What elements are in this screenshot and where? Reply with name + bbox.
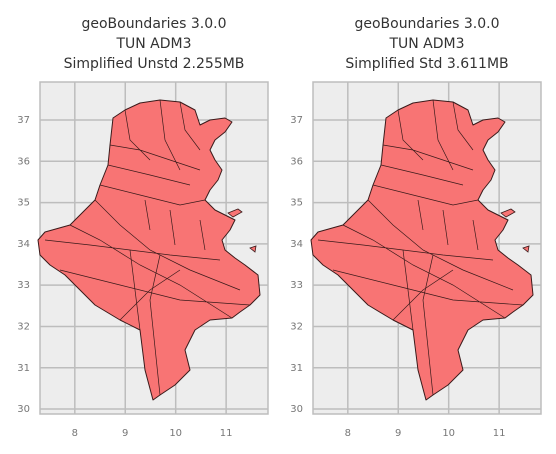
y-tick-label: 32: [290, 321, 303, 332]
x-tick-label: 8: [345, 428, 351, 439]
y-tick-label: 33: [17, 280, 30, 291]
x-tick-label: 10: [169, 428, 182, 439]
y-tick-label: 36: [290, 156, 303, 167]
y-tick-label: 31: [290, 363, 303, 374]
panel-title: geoBoundaries 3.0.0: [81, 16, 226, 32]
y-tick-label: 30: [17, 404, 30, 415]
y-tick-label: 32: [17, 321, 30, 332]
panel-title: Simplified Unstd 2.255MB: [64, 56, 245, 72]
x-tick-label: 10: [442, 428, 455, 439]
y-tick-label: 37: [17, 115, 30, 126]
x-tick-label: 11: [493, 428, 506, 439]
x-tick-label: 8: [72, 428, 78, 439]
y-tick-label: 36: [17, 156, 30, 167]
y-tick-label: 35: [17, 198, 30, 209]
y-tick-label: 31: [17, 363, 30, 374]
y-tick-label: 34: [290, 239, 303, 250]
y-tick-label: 35: [290, 198, 303, 209]
y-tick-label: 30: [290, 404, 303, 415]
y-tick-label: 37: [290, 115, 303, 126]
panel-title: Simplified Std 3.611MB: [345, 56, 508, 72]
x-tick-label: 9: [122, 428, 128, 439]
x-tick-label: 9: [395, 428, 401, 439]
panel-title: TUN ADM3: [388, 36, 464, 52]
panel-title: TUN ADM3: [115, 36, 191, 52]
panel-title: geoBoundaries 3.0.0: [354, 16, 499, 32]
x-tick-label: 11: [220, 428, 233, 439]
y-tick-label: 33: [290, 280, 303, 291]
y-tick-label: 34: [17, 239, 30, 250]
